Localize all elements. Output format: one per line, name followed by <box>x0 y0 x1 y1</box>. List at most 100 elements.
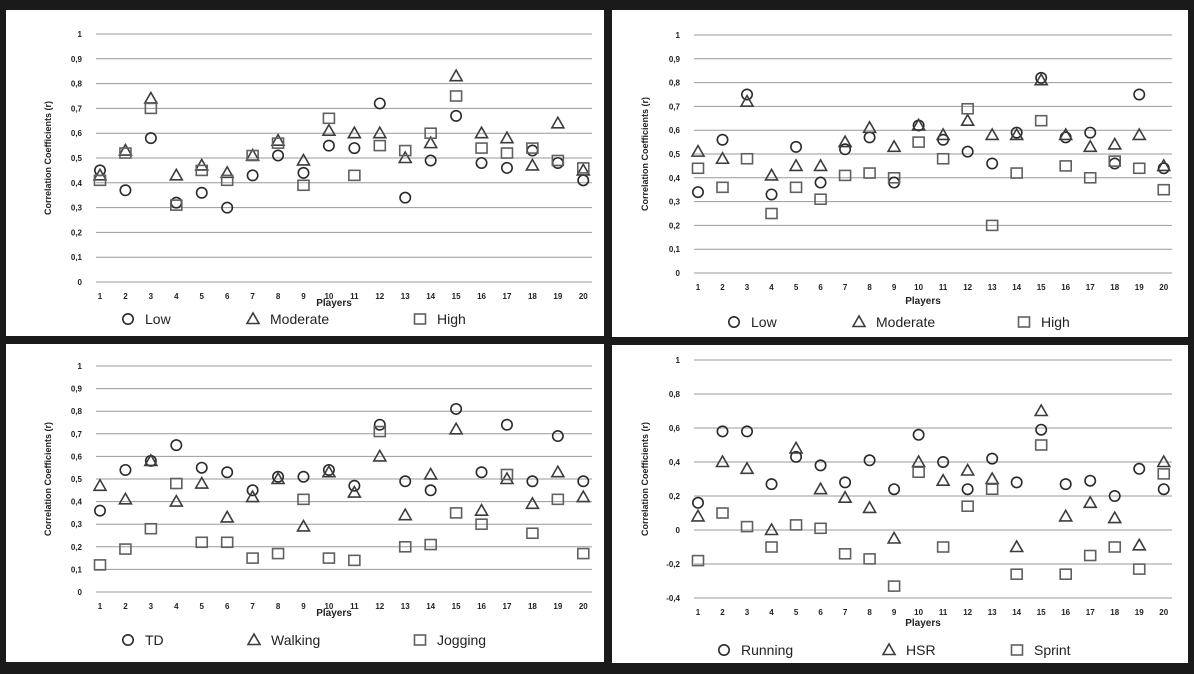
data-point <box>1133 462 1146 475</box>
data-point <box>789 181 803 194</box>
data-point <box>839 476 852 489</box>
legend-marker-triangle <box>881 642 897 656</box>
data-point <box>716 133 729 146</box>
chart-panel-1: 0 0,1 0,2 0,3 0,4 0,5 0,6 0,7 0,8 0,9 1 1 2 3 4 5 6 7 8 9 10… <box>6 10 604 336</box>
y-tick-label: 0,1 <box>71 253 83 262</box>
data-point <box>1157 483 1170 496</box>
data-point <box>321 464 337 478</box>
data-point <box>1033 72 1049 86</box>
legend-label: Running <box>741 642 793 658</box>
data-point <box>373 425 387 438</box>
x-tick-label: 20 <box>579 602 588 611</box>
x-tick-label: 8 <box>867 608 872 617</box>
x-tick-label: 10 <box>914 608 923 617</box>
x-axis-label: Players <box>316 608 352 619</box>
data-point <box>577 174 590 187</box>
data-point <box>424 127 437 139</box>
y-axis-label: Correlation Coefficients (r) <box>43 101 53 215</box>
legend-marker-circle <box>728 315 741 328</box>
data-point <box>936 152 950 165</box>
x-tick-label: 4 <box>174 292 179 301</box>
data-point <box>863 553 876 565</box>
y-axis-label: Correlation Coefficients (r) <box>640 422 650 536</box>
data-point <box>499 130 515 144</box>
data-point <box>500 147 514 159</box>
x-tick-label: 20 <box>1159 283 1168 292</box>
legend-label: Low <box>145 311 172 327</box>
y-tick-label: 0,8 <box>669 79 681 88</box>
x-tick-label: 15 <box>1037 608 1046 617</box>
data-point <box>985 219 999 232</box>
data-point <box>475 142 488 154</box>
data-point <box>1034 439 1048 451</box>
data-point <box>144 132 157 145</box>
data-point <box>1083 172 1097 184</box>
data-point <box>863 131 876 144</box>
data-point <box>986 157 999 170</box>
data-point <box>1033 403 1049 417</box>
data-point <box>575 162 591 176</box>
y-tick-label: 0,1 <box>669 245 681 254</box>
data-point <box>935 473 951 486</box>
y-tick-label: 0 <box>78 588 83 597</box>
data-point <box>764 522 779 536</box>
x-tick-label: 8 <box>276 292 281 301</box>
data-point <box>813 158 828 172</box>
y-tick-label: 0,7 <box>669 102 681 111</box>
data-point <box>961 145 974 158</box>
x-tick-label: 7 <box>843 608 848 617</box>
data-point <box>373 139 387 152</box>
data-point <box>886 530 902 544</box>
data-point <box>1082 495 1098 509</box>
data-point <box>1059 160 1072 172</box>
x-tick-label: 15 <box>1037 283 1046 292</box>
data-point <box>397 150 413 164</box>
chart-panel-2: 0 0,1 0,2 0,3 0,4 0,5 0,6 0,7 0,8 0,9 1 1 2 3 4 5 6 7 8 9 10… <box>612 10 1188 337</box>
y-tick-label: 0,6 <box>669 424 681 433</box>
data-point <box>741 425 754 438</box>
x-tick-label: 7 <box>250 602 255 611</box>
data-point <box>961 500 974 512</box>
data-point <box>474 503 489 516</box>
x-tick-label: 1 <box>696 283 701 292</box>
legend-label: Jogging <box>437 632 486 648</box>
data-point <box>246 552 259 564</box>
legend-marker-square <box>1010 644 1024 656</box>
data-point <box>346 484 362 498</box>
data-point <box>424 484 437 497</box>
data-point <box>322 552 336 564</box>
y-tick-label: 0,5 <box>71 154 83 163</box>
y-tick-label: 0,4 <box>669 458 681 467</box>
data-point <box>740 152 754 165</box>
data-point <box>1084 126 1097 139</box>
data-point <box>576 547 590 560</box>
data-point <box>788 158 804 172</box>
legend-label: Low <box>751 314 778 330</box>
y-tick-label: 0,8 <box>669 390 681 399</box>
x-tick-label: 15 <box>452 602 461 611</box>
x-tick-label: 19 <box>553 292 562 301</box>
data-point <box>936 541 950 553</box>
y-tick-label: 0,5 <box>71 475 83 484</box>
x-tick-label: 17 <box>503 602 512 611</box>
y-tick-label: 0,6 <box>71 129 83 138</box>
x-tick-label: 16 <box>477 292 486 301</box>
data-point <box>739 461 755 475</box>
data-point <box>246 149 259 162</box>
data-point <box>715 151 730 165</box>
y-tick-label: 0 <box>676 269 681 278</box>
y-tick-label: 0,4 <box>669 174 681 183</box>
chart-panel-4: -0,4 -0,2 0 0,2 0,4 0,6 0,8 1 1 2 3 4 5 6 7 8 9 10 11 12 13 1… <box>612 345 1188 663</box>
data-point <box>1157 162 1170 175</box>
x-tick-label: 7 <box>250 292 255 301</box>
data-point <box>691 554 705 567</box>
data-point <box>119 463 132 476</box>
x-tick-label: 6 <box>818 608 823 617</box>
data-point <box>1010 167 1023 179</box>
data-point <box>739 94 755 107</box>
y-tick-label: 1 <box>676 31 681 40</box>
x-tick-label: 5 <box>200 602 205 611</box>
chart-panel-3: 0 0,1 0,2 0,3 0,4 0,5 0,6 0,7 0,8 0,9 1 1 2 3 4 5 6 7 8 9 10… <box>6 344 604 662</box>
chart-3-svg: 00,10,20,30,40,50,60,70,80,911 2 3 4 5 6 7 8 9 10… <box>43 362 592 648</box>
data-point <box>551 156 564 169</box>
